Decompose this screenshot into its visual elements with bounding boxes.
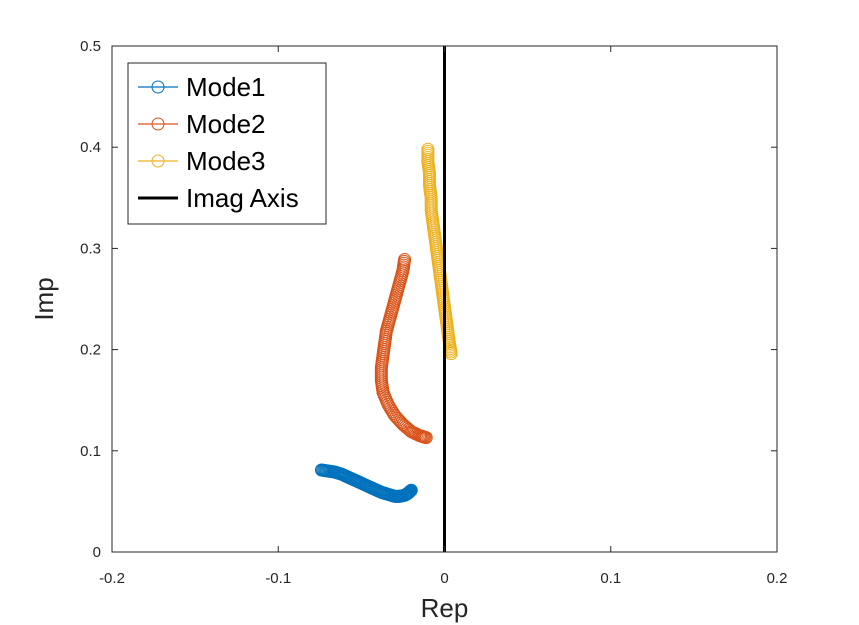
legend-item: Mode3: [138, 146, 266, 176]
x-tick-label: -0.1: [265, 570, 291, 587]
legend-item: Mode1: [138, 72, 266, 102]
legend: Mode1 Mode2 Mode3 Imag Axis: [127, 62, 327, 225]
y-axis-title: Imp: [29, 277, 59, 320]
y-tick-label: 0.2: [80, 342, 101, 359]
y-tick-label: 0.1: [80, 443, 101, 460]
x-axis-ticks: -0.2 -0.1 0 0.1 0.2: [99, 46, 787, 587]
x-tick-label: 0.2: [767, 570, 788, 587]
data-layer: [314, 46, 458, 552]
legend-label: Mode3: [186, 146, 266, 176]
x-tick-label: 0.1: [600, 570, 621, 587]
x-tick-label: 0: [440, 570, 448, 587]
legend-label: Imag Axis: [186, 183, 299, 213]
legend-swatch-marker: [151, 154, 165, 168]
x-axis-title: Rep: [421, 593, 469, 623]
series-mode2: [374, 253, 433, 445]
y-axis-ticks: 0 0.1 0.2 0.3 0.4 0.5: [80, 38, 777, 561]
legend-label: Mode1: [186, 72, 266, 102]
legend-label: Mode2: [186, 109, 266, 139]
legend-swatch-marker: [151, 80, 165, 94]
y-tick-label: 0: [93, 544, 101, 561]
y-tick-label: 0.4: [80, 139, 101, 156]
legend-item: Imag Axis: [138, 183, 299, 213]
x-tick-label: -0.2: [99, 570, 125, 587]
y-tick-label: 0.5: [80, 38, 101, 55]
legend-swatch-marker: [151, 117, 165, 131]
data-point: [419, 431, 433, 445]
data-point: [404, 483, 418, 497]
y-tick-label: 0.3: [80, 240, 101, 257]
series-mode1: [314, 463, 418, 503]
legend-item: Mode2: [138, 109, 266, 139]
